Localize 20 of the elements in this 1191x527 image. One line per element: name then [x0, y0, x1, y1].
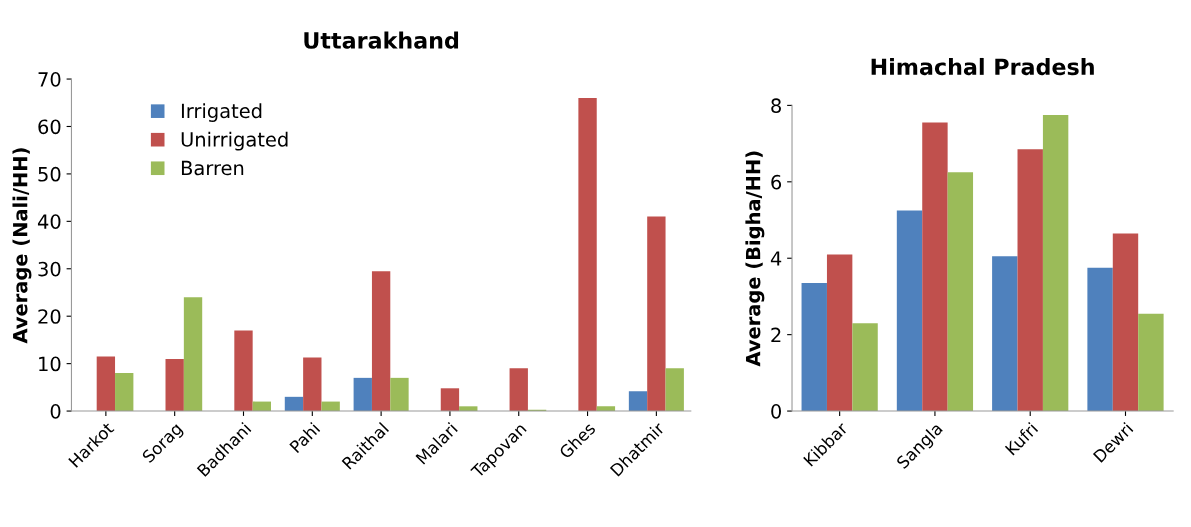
- y-tick-label: 10: [39, 356, 61, 372]
- y-tick-label: 20: [38, 309, 61, 324]
- y-tick-label: 0: [50, 404, 61, 419]
- y-tick-label: 70: [38, 72, 61, 87]
- y-tick-label: 6: [771, 174, 782, 190]
- y-tick-label: 2: [771, 327, 781, 343]
- y-axis-title: Average (Bigha/HH): [745, 151, 765, 367]
- legend-label: Unirrigated: [181, 131, 288, 151]
- y-tick-label: 8: [771, 98, 781, 114]
- y-tick-label: 0: [771, 404, 781, 419]
- y-axis-title: Average (Nali/HH): [12, 148, 32, 344]
- y-tick-label: 60: [38, 119, 61, 135]
- y-tick-label: 30: [38, 261, 61, 277]
- y-tick-label: 40: [37, 214, 61, 229]
- y-tick-label: 4: [770, 251, 782, 266]
- legend-label: Barren: [181, 160, 244, 176]
- chart-title: Himachal Pradesh: [871, 57, 1094, 76]
- legend-label: Irrigated: [181, 103, 262, 123]
- y-tick-label: 50: [38, 166, 61, 182]
- chart-title: Uttarakhand: [304, 31, 459, 49]
